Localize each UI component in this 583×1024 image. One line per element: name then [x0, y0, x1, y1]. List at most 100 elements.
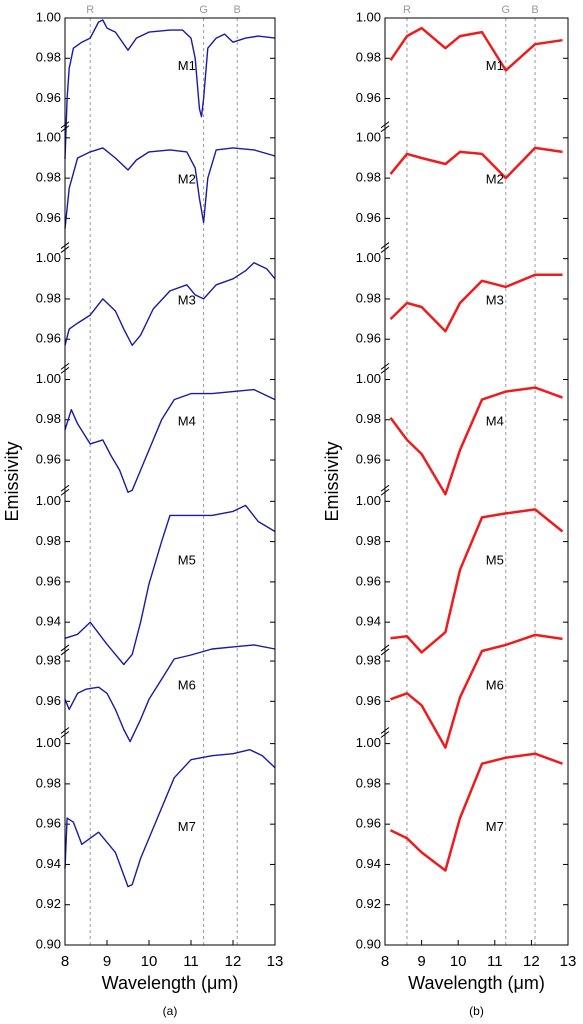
- x-tick-label: 10: [141, 953, 158, 970]
- y-tick-label: 0.96: [36, 90, 61, 105]
- series-label: M3: [486, 292, 504, 307]
- spectrum-line: [389, 752, 563, 872]
- x-tick-label: 11: [487, 953, 503, 970]
- y-tick-label: 0.92: [36, 896, 61, 911]
- y-tick-label: 1.00: [356, 129, 381, 144]
- y-tick-label: 0.94: [356, 614, 381, 629]
- y-tick-label: 0.98: [356, 533, 381, 548]
- y-tick-label: 0.98: [356, 290, 381, 305]
- series-label: M7: [178, 819, 196, 834]
- x-axis-label: Wavelength (μm): [102, 973, 239, 993]
- y-tick-label: 0.94: [36, 614, 61, 629]
- spectrum-line: [389, 26, 563, 72]
- series-label: M6: [178, 678, 196, 693]
- y-tick-label: 1.00: [356, 9, 381, 24]
- y-tick-label: 1.00: [356, 371, 381, 386]
- spectrum-line: [64, 504, 276, 666]
- y-tick-label: 0.98: [356, 170, 381, 185]
- series-label: M4: [178, 414, 196, 429]
- y-tick-label: 0.98: [36, 170, 61, 185]
- series-label: M4: [486, 414, 504, 429]
- y-tick-label: 0.96: [356, 90, 381, 105]
- y-tick-label: 1.00: [356, 493, 381, 508]
- y-tick-label: 0.98: [36, 652, 61, 667]
- y-tick-label: 0.96: [36, 573, 61, 588]
- y-tick-label: 0.98: [356, 652, 381, 667]
- reference-label: G: [199, 4, 208, 16]
- y-tick-label: 0.96: [36, 816, 61, 831]
- series-label: M1: [178, 58, 196, 73]
- y-tick-label: 1.00: [356, 735, 381, 750]
- spectrum-line: [64, 19, 276, 160]
- y-tick-label: 0.90: [36, 936, 61, 951]
- series-label: M3: [178, 292, 196, 307]
- y-tick-label: 0.98: [36, 50, 61, 65]
- series-label: M5: [486, 553, 504, 568]
- reference-label: R: [403, 4, 411, 16]
- panel-label: (b): [469, 1004, 484, 1018]
- reference-label: B: [234, 4, 241, 16]
- y-tick-label: 1.00: [36, 371, 61, 386]
- y-tick-label: 0.94: [356, 856, 381, 871]
- y-tick-label: 0.96: [356, 451, 381, 466]
- y-tick-label: 0.98: [36, 533, 61, 548]
- plot-frame: [64, 17, 276, 946]
- spectrum-line: [64, 644, 276, 743]
- y-tick-label: 1.00: [356, 250, 381, 265]
- y-tick-label: 1.00: [36, 129, 61, 144]
- y-tick-label: 0.96: [36, 331, 61, 346]
- spectrum-line: [390, 508, 564, 654]
- y-tick-label: 1.00: [36, 250, 61, 265]
- y-tick-label: 0.98: [36, 775, 61, 790]
- plot-frame: [384, 17, 569, 946]
- y-tick-label: 0.98: [36, 290, 61, 305]
- y-tick-label: 0.96: [356, 816, 381, 831]
- x-tick-label: 12: [225, 953, 242, 970]
- y-axis-label: Emissivity: [2, 442, 22, 522]
- spectrum-line: [64, 388, 276, 493]
- y-tick-label: 0.96: [356, 210, 381, 225]
- y-axis-label: Emissivity: [322, 442, 342, 522]
- series-label: M2: [486, 172, 504, 187]
- y-tick-label: 0.96: [36, 451, 61, 466]
- spectrum-line: [389, 386, 563, 496]
- x-tick-label: 8: [61, 953, 69, 970]
- series-label: M6: [486, 678, 504, 693]
- x-tick-label: 9: [417, 953, 425, 970]
- x-tick-label: 13: [560, 953, 577, 970]
- y-tick-label: 0.96: [356, 331, 381, 346]
- y-tick-label: 0.98: [356, 411, 381, 426]
- y-tick-label: 1.00: [36, 9, 61, 24]
- x-tick-label: 13: [267, 953, 284, 970]
- reference-label: R: [86, 4, 94, 16]
- spectrum-line: [64, 262, 276, 346]
- y-tick-label: 0.96: [36, 210, 61, 225]
- series-label: M5: [178, 553, 196, 568]
- series-label: M2: [178, 172, 196, 187]
- x-tick-label: 8: [381, 953, 389, 970]
- y-tick-label: 0.94: [36, 856, 61, 871]
- reference-label: G: [501, 4, 510, 16]
- x-tick-label: 10: [450, 953, 467, 970]
- y-tick-label: 1.00: [36, 735, 61, 750]
- y-tick-label: 0.92: [356, 896, 381, 911]
- y-tick-label: 0.96: [356, 693, 381, 708]
- y-tick-label: 0.96: [356, 573, 381, 588]
- series-label: M7: [486, 819, 504, 834]
- y-tick-label: 1.00: [36, 493, 61, 508]
- y-tick-label: 0.96: [36, 693, 61, 708]
- spectrum-line: [64, 749, 276, 888]
- y-tick-label: 0.98: [36, 411, 61, 426]
- spectrum-line: [389, 146, 563, 180]
- x-tick-label: 11: [183, 953, 199, 970]
- panel-label: (a): [163, 1004, 178, 1018]
- x-tick-label: 9: [103, 953, 111, 970]
- y-tick-label: 0.98: [356, 50, 381, 65]
- series-label: M1: [486, 58, 504, 73]
- x-tick-label: 12: [523, 953, 540, 970]
- reference-label: B: [531, 4, 538, 16]
- spectrum-line: [64, 147, 276, 229]
- y-tick-label: 0.98: [356, 775, 381, 790]
- y-tick-label: 0.90: [356, 936, 381, 951]
